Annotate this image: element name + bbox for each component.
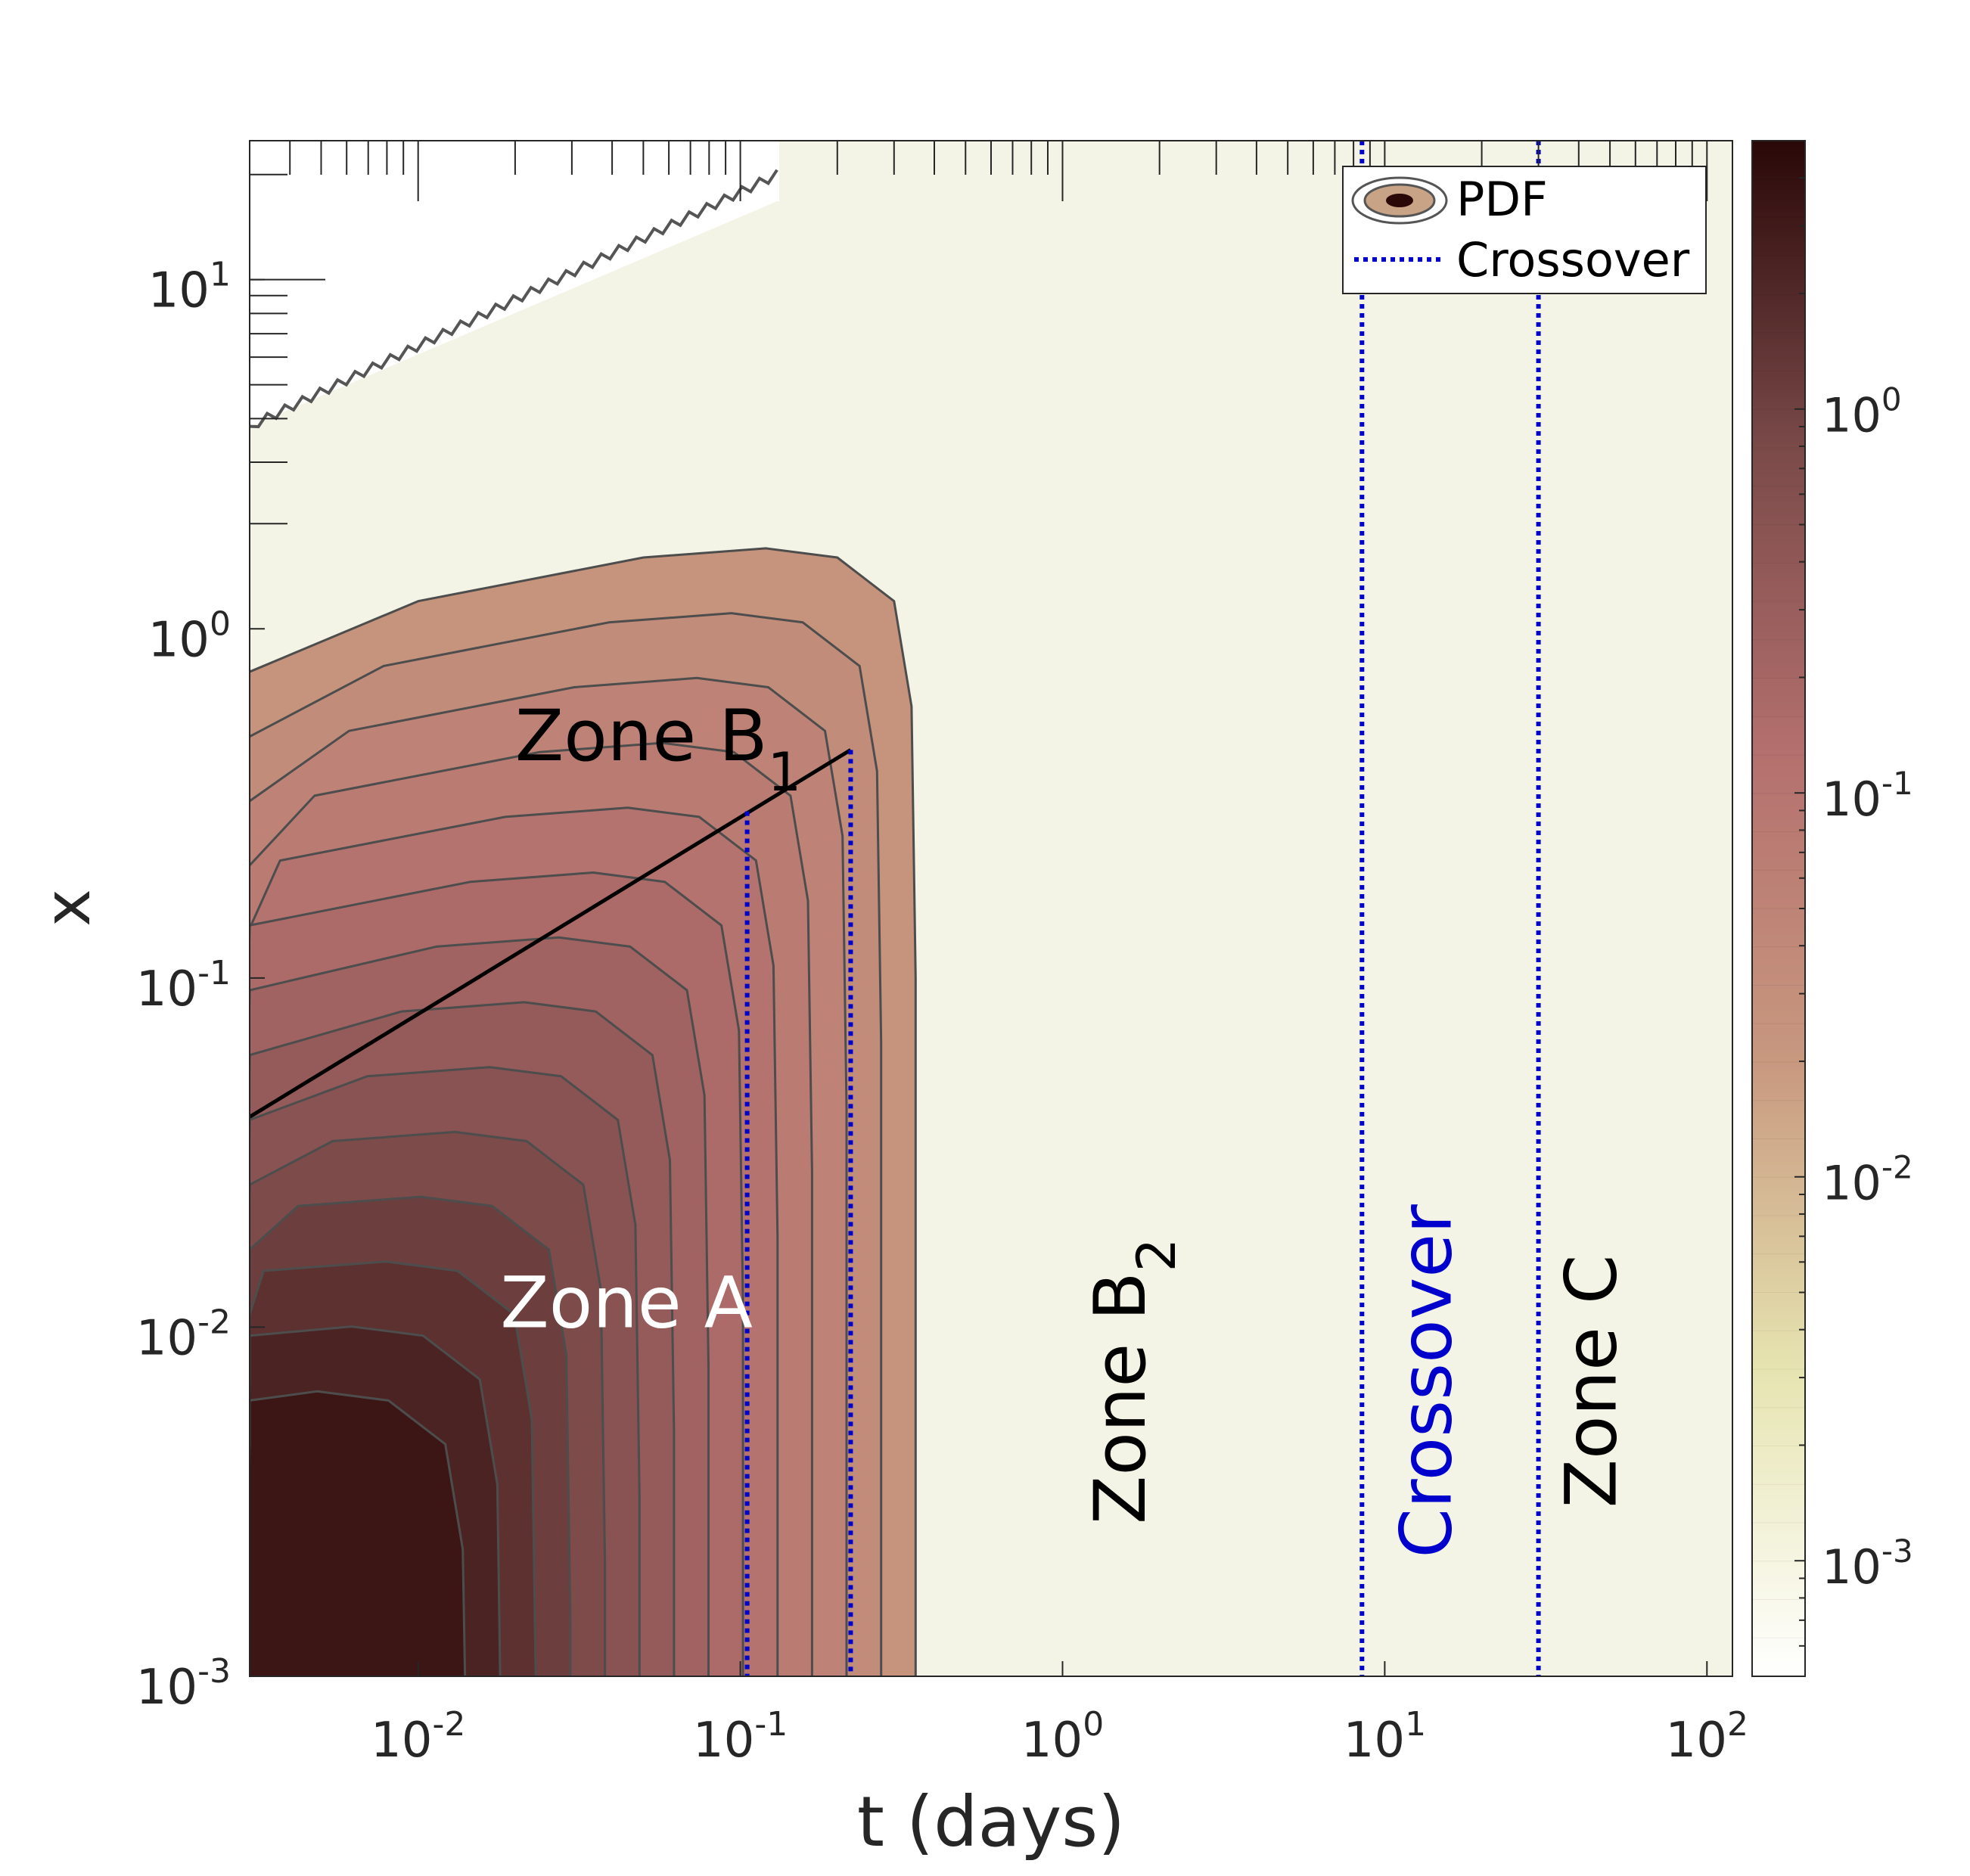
y-tick-exponent: 1 <box>210 256 231 294</box>
x-tick-exponent: 0 <box>1083 1705 1104 1744</box>
colorbar-tick-label: 10-2 <box>1822 1149 1913 1211</box>
y-tick-exponent: -2 <box>197 1303 231 1341</box>
colorbar-tick-exponent: 0 <box>1881 381 1902 418</box>
zone-label: Zone C <box>1550 1254 1633 1508</box>
zone-label-subscript: 1 <box>768 741 802 803</box>
legend-pdf-symbol <box>1351 176 1448 225</box>
y-tick-label: 101 <box>148 256 231 319</box>
colorbar-tick-base: 10 <box>1822 1539 1881 1595</box>
zone-label-subscript: 2 <box>1126 1238 1188 1272</box>
x-tick-label: 100 <box>1021 1705 1104 1769</box>
empty-region <box>250 141 779 427</box>
zone-label: Zone B2 <box>1080 1238 1188 1524</box>
y-tick-exponent: 0 <box>210 604 231 643</box>
y-tick-label: 10-3 <box>136 1652 231 1716</box>
x-tick-label: 101 <box>1344 1705 1426 1769</box>
y-tick-label: 10-2 <box>136 1303 231 1366</box>
y-tick-base: 10 <box>148 612 210 668</box>
x-tick-base: 10 <box>1021 1713 1083 1769</box>
y-tick-base: 10 <box>136 961 197 1017</box>
zone-label: Zone B1 <box>515 695 801 803</box>
data-boundary-line <box>250 169 778 429</box>
y-tick-base: 10 <box>136 1310 197 1366</box>
colorbar-gradient <box>1751 140 1806 1677</box>
x-tick-exponent: -2 <box>432 1705 465 1744</box>
zone-label: Crossover <box>1385 1204 1468 1558</box>
colorbar-tick-label: 10-1 <box>1822 765 1913 827</box>
zone-label-main: Zone C <box>1550 1254 1633 1508</box>
contour-field <box>250 141 1732 1676</box>
zone-boundary-line <box>250 748 852 1119</box>
y-tick-base: 10 <box>148 263 210 319</box>
zone-label-main: Crossover <box>1385 1204 1468 1558</box>
x-tick-exponent: 2 <box>1727 1705 1748 1744</box>
y-tick-label: 100 <box>148 604 231 668</box>
x-tick-exponent: 1 <box>1405 1705 1426 1744</box>
legend-crossover-label: Crossover <box>1456 232 1690 287</box>
zone-label-main: Zone B <box>515 695 768 778</box>
x-tick-base: 10 <box>371 1713 432 1769</box>
zone-label-main: Zone A <box>500 1262 753 1344</box>
y-tick-label: 10-1 <box>136 954 231 1017</box>
x-tick-base: 10 <box>1666 1713 1727 1769</box>
colorbar-tick-exponent: -2 <box>1881 1149 1913 1186</box>
y-tick-base: 10 <box>136 1660 197 1716</box>
x-tick-label: 10-2 <box>371 1705 465 1769</box>
y-tick-exponent: -3 <box>197 1652 231 1691</box>
legend-pdf-label: PDF <box>1456 172 1548 227</box>
left-minor-ticks <box>250 173 325 525</box>
zone-label: Zone A <box>500 1262 753 1344</box>
x-tick-base: 10 <box>693 1713 754 1769</box>
zone-label-main: Zone B <box>1080 1272 1162 1524</box>
colorbar-tick-base: 10 <box>1822 388 1881 443</box>
colorbar-tick-exponent: -1 <box>1881 765 1913 802</box>
colorbar-tick-base: 10 <box>1822 772 1881 827</box>
colorbar-tick-base: 10 <box>1822 1156 1881 1211</box>
x-axis-ticks: 10-2 10-1 100 101 102 <box>371 1661 1748 1769</box>
x-tick-label: 102 <box>1666 1705 1748 1769</box>
y-tick-exponent: -1 <box>197 954 231 992</box>
contour-level <box>250 1390 467 1676</box>
overlay-lines <box>250 141 1541 1676</box>
x-tick-base: 10 <box>1344 1713 1405 1769</box>
colorbar-tick-label: 100 <box>1822 381 1902 443</box>
y-axis-label: x <box>30 889 104 927</box>
x-tick-exponent: -1 <box>754 1705 788 1744</box>
x-axis-label: t (days) <box>857 1781 1125 1862</box>
x-tick-label: 10-1 <box>693 1705 788 1769</box>
colorbar-tick-label: 10-3 <box>1822 1533 1913 1595</box>
plot-frame <box>249 140 1733 1677</box>
top-minor-ticks <box>249 141 1708 201</box>
legend: PDF Crossover <box>1342 166 1707 294</box>
colorbar-tick-exponent: -3 <box>1881 1533 1913 1570</box>
